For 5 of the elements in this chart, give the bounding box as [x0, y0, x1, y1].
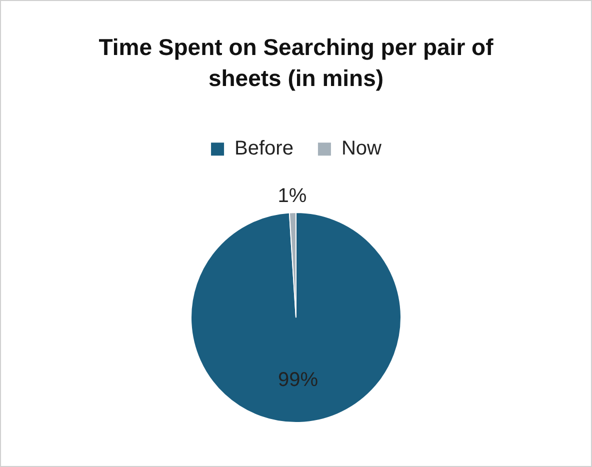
data-label: 99%: [278, 369, 318, 392]
chart-title: Time Spent on Searching per pair of sheets (in mins): [98, 34, 494, 91]
legend-label: Before: [234, 138, 294, 160]
legend-label: Now: [341, 138, 382, 160]
data-label: 1%: [278, 185, 307, 208]
